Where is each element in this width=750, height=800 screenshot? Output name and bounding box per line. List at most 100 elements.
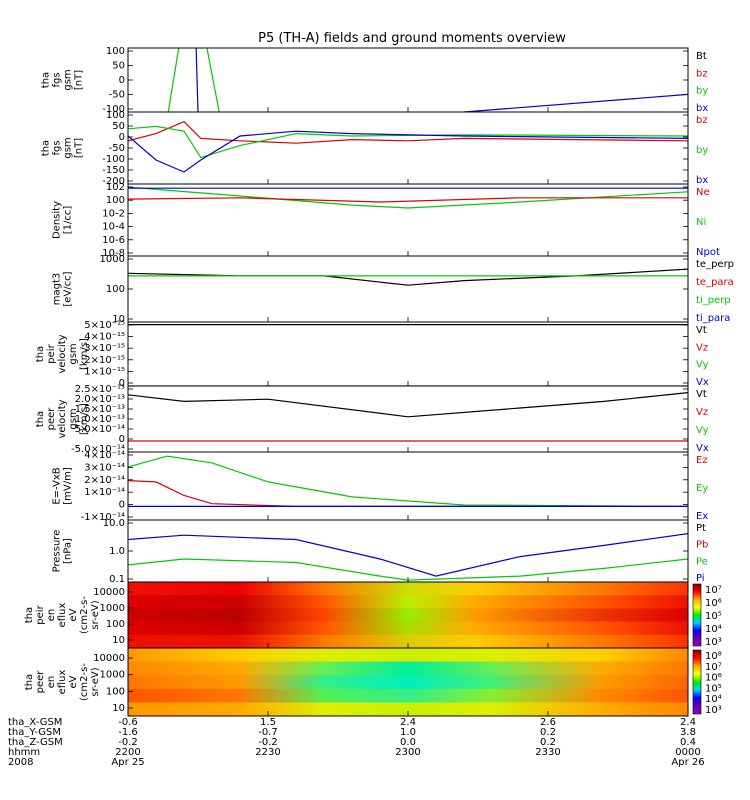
- y-label-line: peir: [35, 604, 46, 624]
- y-tick-label: 1.5×10⁻¹³: [75, 404, 125, 415]
- legend-te_para: te_para: [696, 277, 734, 288]
- y-label-line: eflux: [57, 603, 68, 628]
- y-label-line: peer: [35, 670, 46, 694]
- y-label: tha peir velocity gsm [km/s]: [35, 334, 90, 373]
- footer-value: 0000: [675, 747, 700, 758]
- y-tick-label: 3×10⁻¹⁵: [84, 343, 125, 354]
- y-label-line: tha: [35, 411, 46, 427]
- heatmap-band: [128, 648, 688, 663]
- y-tick-label: 0: [119, 132, 125, 143]
- footer-value: Apr 26: [671, 757, 704, 768]
- plot-area-9: [128, 648, 688, 716]
- y-label-line: en: [46, 676, 57, 689]
- y-label-line: (cm2-s-: [79, 596, 90, 634]
- series-Ni: [128, 186, 688, 209]
- y-tick-label: 0: [119, 378, 125, 389]
- panel-frame: [127, 183, 689, 257]
- panel-frame: [127, 385, 689, 453]
- colorbar-tick-label: 10⁸: [705, 651, 722, 662]
- footer-value: 2330: [535, 747, 560, 758]
- y-label-line: [eV/cc]: [63, 271, 74, 306]
- plot-area-6: [128, 455, 688, 507]
- legend-Ni: Ni: [696, 217, 706, 228]
- y-tick-label: 100: [106, 110, 125, 121]
- colorbar: [692, 649, 702, 715]
- y-label: tha peir en eflux eV (cm2-s-sr-eV): [24, 596, 101, 634]
- y-label-line: gsm: [68, 343, 79, 364]
- y-label-line: gsm: [63, 69, 74, 90]
- y-tick-label: 1000: [100, 254, 125, 265]
- heatmap-band: [128, 595, 688, 609]
- legend-Vt: Vt: [696, 389, 707, 400]
- y-tick-label: 2×10⁻¹⁵: [84, 355, 125, 366]
- y-tick-label: 5×10⁻¹⁵: [84, 320, 125, 331]
- colorbar-tick-label: 10⁵: [705, 683, 722, 694]
- legend-Vx: Vx: [696, 443, 709, 454]
- panel-frame: [127, 519, 689, 583]
- series-bx: [128, 130, 688, 173]
- series-Pi: [128, 533, 688, 577]
- heatmap-band: [128, 688, 688, 703]
- legend-Ex: Ex: [696, 511, 708, 522]
- series-by: [167, 48, 220, 112]
- footer-value: 0.2: [540, 727, 556, 738]
- y-label: Pressure [nPa]: [52, 530, 74, 573]
- legend-by: by: [696, 145, 708, 156]
- y-tick-label: -100: [102, 104, 125, 115]
- colorbar-tick-label: 10³: [705, 637, 722, 648]
- y-tick-label: -1×10⁻¹⁴: [81, 512, 125, 523]
- y-label-line: tha: [41, 72, 52, 88]
- legend-Ez: Ez: [696, 455, 708, 466]
- y-tick-label: 1.0×10⁻¹³: [75, 414, 125, 425]
- y-label-line: gsm: [63, 137, 74, 158]
- colorbar-tick-label: 10⁷: [705, 585, 722, 596]
- y-tick-label: 0: [119, 75, 125, 86]
- y-label-line: eV: [68, 608, 79, 621]
- y-tick-label: 5.0×10⁻¹⁴: [75, 424, 125, 435]
- plot-area-3: [128, 268, 688, 286]
- y-tick-label: -50: [109, 143, 125, 154]
- y-label-line: velocity: [57, 399, 68, 438]
- y-tick-label: 100: [106, 686, 125, 697]
- colorbar-tick-label: 10⁴: [705, 624, 722, 635]
- y-label-line: [km/s]: [79, 338, 90, 370]
- legend-Pt: Pt: [696, 523, 706, 534]
- footer-value: 2.4: [680, 717, 696, 728]
- y-label-line: fgs: [52, 72, 63, 87]
- footer-value: 3.8: [680, 727, 696, 738]
- y-tick-label: 0.1: [109, 574, 125, 585]
- panel-4: 5×10⁻¹⁵4×10⁻¹⁵3×10⁻¹⁵2×10⁻¹⁵1×10⁻¹⁵0 Vt Vz…: [35, 320, 709, 389]
- footer-value: Apr 25: [111, 757, 144, 768]
- y-label: E=-VxB [mV/m]: [52, 467, 74, 505]
- footer-value: -0.6: [118, 717, 138, 728]
- colorbar: [692, 583, 702, 647]
- y-tick-label: 1000: [100, 670, 125, 681]
- panel-frame: [127, 321, 689, 387]
- y-tick-label: 10000: [93, 587, 125, 598]
- footer-value: 1.0: [400, 727, 416, 738]
- heatmap-band: [128, 675, 688, 690]
- legend-Pi: Pi: [696, 573, 705, 584]
- y-label-line: sr-eV): [90, 667, 101, 696]
- heatmap-band: [128, 608, 688, 623]
- footer-row-label: 2008: [8, 757, 33, 768]
- footer-value: 2.4: [400, 717, 416, 728]
- y-label-line: [mV/m]: [63, 467, 74, 505]
- footer-value: 2300: [395, 747, 420, 758]
- footer-value: -1.6: [118, 727, 138, 738]
- legend-Vx: Vx: [696, 377, 709, 388]
- y-tick-label: 10.0: [103, 518, 125, 529]
- colorbar-tick-label: 10⁴: [705, 694, 722, 705]
- plot-area-4: [128, 324, 688, 386]
- colorbar-tick-label: 10⁷: [705, 662, 722, 673]
- y-tick-label: 10: [112, 314, 125, 325]
- panel-frame: [127, 255, 689, 323]
- y-label-line: (cm2-s-: [79, 663, 90, 701]
- footer-value: 2230: [255, 747, 280, 758]
- footer-value: 0.2: [540, 737, 556, 748]
- legend-Vz: Vz: [696, 407, 708, 418]
- y-label-line: Density: [52, 201, 63, 239]
- y-label-line: [nT]: [74, 138, 85, 158]
